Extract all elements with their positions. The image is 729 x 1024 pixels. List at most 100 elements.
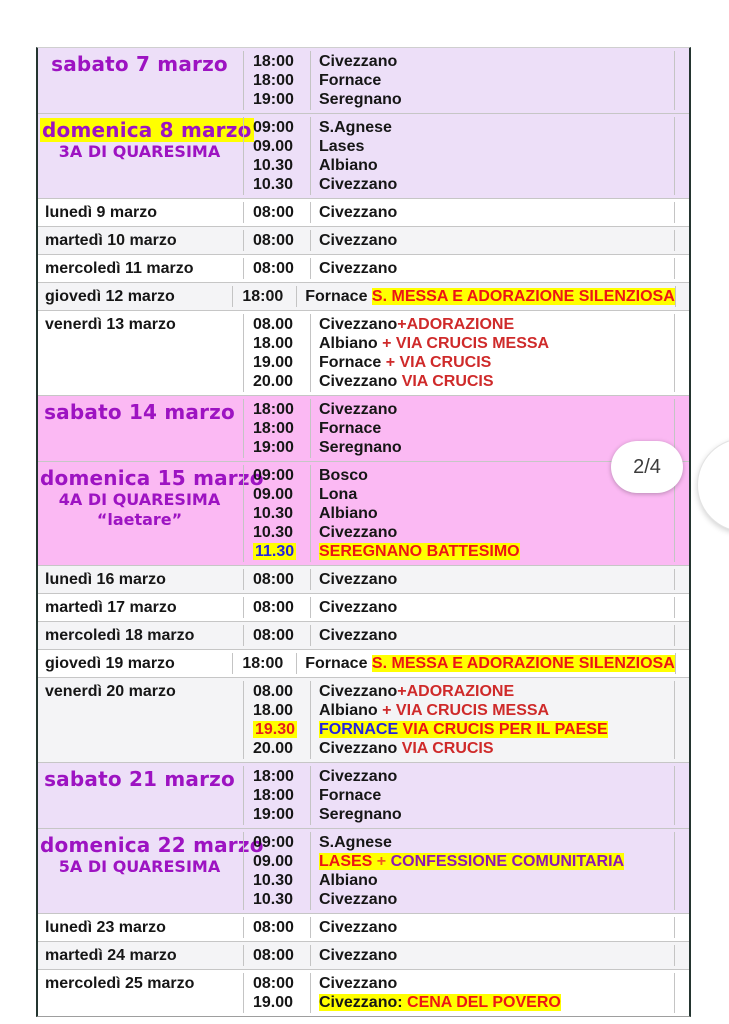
table-tail-column	[674, 832, 689, 910]
location-text-segment: Civezzano	[319, 232, 398, 249]
date-cell: mercoledì 25 marzo	[38, 973, 243, 1013]
location-value: Seregnano	[319, 805, 674, 824]
time-value: 19.00	[253, 354, 294, 371]
table-tail-column	[674, 681, 689, 759]
table-row: sabato 14 marzo 18:00 18:00 19:00 Civezzano F…	[38, 396, 689, 462]
time-value: 09:00	[253, 834, 294, 851]
date-cell: sabato 21 marzo	[38, 766, 243, 825]
weekday-label: mercoledì 18 marzo	[45, 627, 195, 644]
weekday-label: venerdì 13 marzo	[45, 316, 176, 333]
table-tail-column	[674, 51, 689, 110]
time-value: 10.30	[253, 891, 294, 908]
location-text-segment: Civezzano	[319, 740, 402, 757]
floating-button-partial[interactable]	[697, 438, 729, 532]
location-text-segment: Civezzano	[319, 975, 398, 992]
table-row: lunedì 23 marzo 08:00 Civezzano	[38, 914, 689, 942]
location-value: Lona	[319, 485, 674, 504]
time-value: 18:00	[253, 72, 294, 89]
table-row: mercoledì 11 marzo 08:00 Civezzano	[38, 255, 689, 283]
date-cell: domenica 8 marzo 3A DI QUARESIMA	[38, 117, 254, 195]
time-value: 08.00	[253, 316, 294, 333]
time-value: 18:00	[253, 420, 294, 437]
weekend-header: sabato 14 marzo	[44, 400, 235, 424]
time-cell: 18:00 18:00 19:00	[243, 766, 310, 825]
location-cell: Civezzano Civezzano: CENA DEL POVERO	[310, 973, 674, 1013]
location-cell: Fornace S. MESSA E ADORAZIONE SILENZIOSA	[296, 653, 675, 674]
table-tail-column	[674, 625, 689, 646]
weekend-header: 4A DI QUARESIMA	[58, 490, 221, 509]
time-value: 19.00	[253, 994, 294, 1011]
time-cell: 08:00	[243, 569, 310, 590]
date-cell: sabato 7 marzo	[38, 51, 243, 110]
weekend-header: 5A DI QUARESIMA	[58, 857, 221, 876]
location-text-segment: CONFESSIONE COMUNITARIA	[390, 853, 625, 870]
time-value: 10.30	[253, 505, 294, 522]
location-value: Seregnano	[319, 438, 674, 457]
table-tail-column	[674, 945, 689, 966]
weekend-header: domenica 22 marzo	[40, 833, 264, 857]
location-text-segment: Civezzano	[319, 204, 398, 221]
location-text-segment: Albiano	[319, 335, 383, 352]
location-value: S.Agnese	[319, 833, 674, 852]
page-indicator-label: 2/4	[633, 455, 661, 478]
date-cell: martedì 17 marzo	[38, 597, 243, 618]
location-text-segment: Civezzano:	[319, 994, 408, 1011]
location-text-segment: Civezzano	[319, 316, 398, 333]
location-cell: Civezzano	[310, 230, 674, 251]
location-cell: Civezzano+ADORAZIONE Albiano + VIA CRUCIS…	[310, 314, 674, 392]
table-tail-column	[674, 314, 689, 392]
location-text-segment: Civezzano	[319, 683, 398, 700]
table-tail-column	[674, 399, 689, 458]
location-text-segment: +	[372, 853, 391, 870]
weekday-label: mercoledì 25 marzo	[45, 975, 195, 992]
time-value: 08:00	[253, 599, 294, 616]
weekday-label: martedì 10 marzo	[45, 232, 177, 249]
table-tail-column	[674, 465, 689, 562]
time-value: 09.00	[253, 486, 294, 503]
location-text-segment: Fornace	[319, 420, 382, 437]
location-text-segment: Civezzano	[319, 176, 398, 193]
date-cell: venerdì 20 marzo	[38, 681, 243, 759]
time-value: 08:00	[253, 260, 294, 277]
weekday-label: giovedì 12 marzo	[45, 288, 175, 305]
time-value: 10.30	[253, 524, 294, 541]
time-value: 08:00	[253, 975, 294, 992]
location-text-segment: Civezzano	[319, 53, 398, 70]
location-text-segment: Fornace	[319, 72, 382, 89]
location-value: Civezzano	[319, 946, 674, 965]
table-tail-column	[674, 973, 689, 1013]
weekday-label: venerdì 20 marzo	[45, 683, 176, 700]
weekday-label: martedì 17 marzo	[45, 599, 177, 616]
weekday-label: lunedì 9 marzo	[45, 204, 158, 221]
location-text-segment: Fornace	[305, 655, 372, 672]
time-cell: 08.00 18.00 19.00 20.00	[243, 314, 310, 392]
table-row: domenica 22 marzo 5A DI QUARESIMA 09:00 09.…	[38, 829, 689, 914]
weekend-header: sabato 7 marzo	[51, 52, 228, 76]
location-value: LASES + CONFESSIONE COMUNITARIA	[319, 852, 674, 871]
time-cell: 09:00 09.00 10.30 10.30 11.30	[243, 465, 310, 562]
time-value: 19.30	[253, 721, 298, 738]
time-cell: 08:00	[243, 597, 310, 618]
location-text-segment: Seregnano	[319, 439, 402, 456]
table-tail-column	[674, 258, 689, 279]
location-cell: Civezzano	[310, 625, 674, 646]
time-value: 08:00	[253, 571, 294, 588]
location-text-segment: S.Agnese	[319, 834, 392, 851]
location-value: Albiano	[319, 504, 674, 523]
time-cell: 18:00 18:00 19:00	[243, 51, 310, 110]
location-cell: Civezzano	[310, 917, 674, 938]
location-text-segment: + VIA CRUCIS MESSA	[382, 702, 550, 719]
location-text-segment: Seregnano	[319, 806, 402, 823]
time-value: 18:00	[253, 53, 294, 70]
location-cell: Civezzano	[310, 569, 674, 590]
location-text-segment: Civezzano	[319, 768, 398, 785]
date-cell: martedì 24 marzo	[38, 945, 243, 966]
location-cell: Civezzano	[310, 258, 674, 279]
location-cell: Civezzano	[310, 945, 674, 966]
location-value: Civezzano	[319, 570, 674, 589]
date-cell: sabato 14 marzo	[38, 399, 243, 458]
location-value: Civezzano	[319, 52, 674, 71]
table-row: martedì 24 marzo 08:00 Civezzano	[38, 942, 689, 970]
time-value: 09.00	[253, 138, 294, 155]
location-cell: Civezzano	[310, 597, 674, 618]
